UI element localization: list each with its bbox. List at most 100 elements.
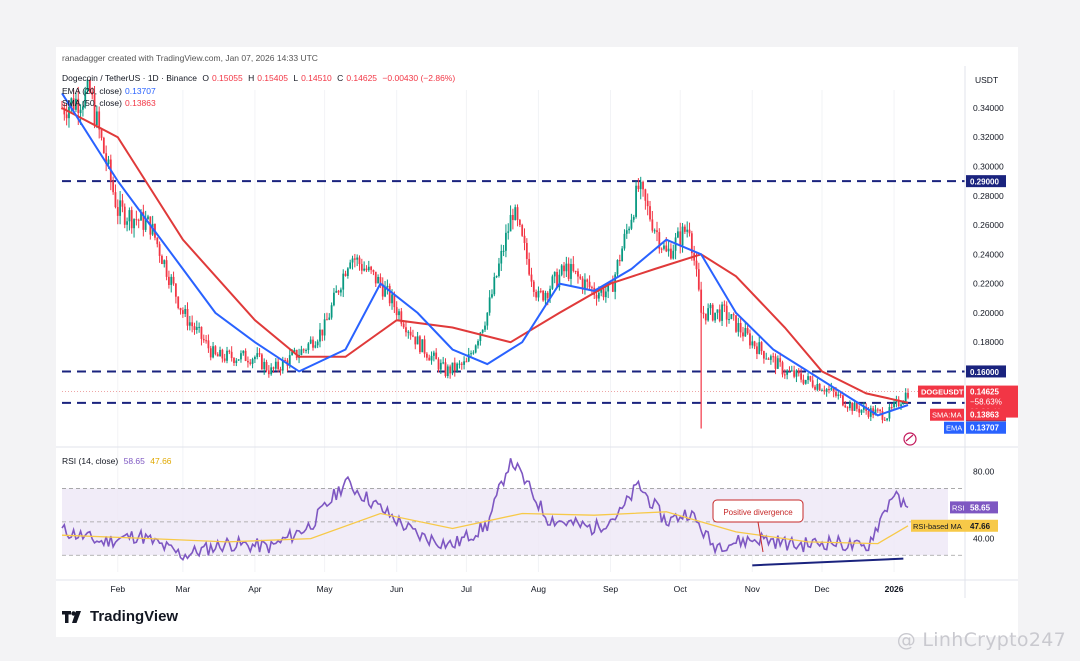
price-tick-label: 0.20000 (973, 308, 1004, 318)
candle-body (130, 210, 133, 229)
sma-line (61, 107, 909, 404)
candle-body (163, 260, 166, 265)
candle-body (816, 383, 819, 390)
time-tick-label: Nov (745, 584, 761, 594)
candle-body (509, 214, 512, 232)
candle-body (858, 408, 861, 413)
candle-body (769, 356, 772, 360)
candle-body (351, 258, 354, 263)
candle-body (112, 181, 115, 193)
candle-body (435, 352, 438, 360)
low-label: L (293, 73, 299, 83)
candle-body (749, 333, 751, 346)
ema-line (61, 92, 909, 417)
candle-body (205, 340, 207, 342)
rsi-legend[interactable]: RSI (14, close) 58.65 47.66 (62, 456, 175, 466)
candle-body (184, 308, 187, 314)
candle-body (439, 362, 442, 370)
candle-body (202, 338, 205, 341)
candle-body (328, 317, 331, 320)
alert-swirl-icon (903, 432, 917, 446)
symbol-header: Dogecoin / TetherUS · 1D · Binance O 0.15… (62, 73, 458, 83)
candle-body (70, 98, 73, 107)
candle-body (881, 410, 884, 420)
candle-body (602, 288, 605, 298)
candle-body (579, 276, 582, 279)
time-tick-label: Mar (176, 584, 191, 594)
candle-body (416, 336, 419, 345)
candle-body (753, 341, 756, 347)
candle-body (312, 339, 314, 348)
ema-legend[interactable]: EMA (20, close) 0.13707 (62, 86, 159, 96)
candle-body (867, 410, 870, 417)
candle-body (414, 336, 417, 345)
candle-body (358, 257, 361, 265)
candle-body (818, 383, 821, 391)
candle-body (883, 419, 886, 421)
candle-body (611, 281, 614, 292)
time-tick-label: Dec (814, 584, 830, 594)
candle-body (837, 394, 840, 396)
candle-body (274, 361, 277, 369)
candle-body (161, 255, 163, 265)
candle-body (604, 291, 607, 298)
candle-body (337, 290, 340, 293)
candle-body (284, 360, 287, 362)
candle-body (126, 221, 128, 225)
candle-body (493, 277, 496, 295)
candle-body (718, 309, 721, 321)
candle-body (879, 409, 882, 411)
candle-body (442, 362, 445, 364)
candle-body (690, 233, 693, 254)
candle-body (221, 349, 224, 359)
close-label: C (337, 73, 344, 83)
candle-body (288, 355, 291, 366)
symbol-price-tag-name: DOGEUSDT (921, 388, 964, 397)
candle-body (330, 305, 333, 318)
candle-body (93, 94, 96, 126)
candle-body (797, 370, 800, 374)
axes: 0.34000 0.32000 0.30000 0.28000 0.26000 0.240… (56, 66, 1018, 598)
candle-body (233, 358, 235, 364)
rsi-value-tag-label: 58.65 (970, 503, 991, 512)
candle-body (544, 292, 547, 301)
candle-body (632, 216, 635, 220)
candle-body (772, 356, 775, 358)
level-price-tag (966, 175, 1006, 188)
candle-body (563, 265, 565, 272)
candle-body (279, 369, 282, 371)
candle-body (365, 268, 368, 271)
candle-body (323, 319, 326, 336)
candle-body (681, 226, 684, 246)
candle-body (326, 319, 328, 321)
candle-body (191, 322, 194, 327)
price-tick-label: 0.34000 (973, 103, 1004, 113)
sma-legend[interactable]: SMA (50, close) 0.13863 (62, 98, 159, 108)
candle-body (172, 276, 175, 284)
price-pane (61, 79, 965, 446)
candle-body (140, 211, 142, 221)
candle-body (281, 360, 284, 371)
watermark: @ LinhCrypto247 (896, 629, 1066, 651)
candle-body (133, 219, 135, 229)
low-value: 0.14510 (301, 73, 332, 83)
candle-body (235, 360, 238, 364)
candle-body (135, 219, 138, 221)
candle-body (665, 245, 668, 252)
candle-body (679, 231, 682, 246)
candle-body (607, 282, 610, 292)
rsi-ma-line (61, 511, 909, 545)
rsi-tick-label: 80.00 (973, 467, 995, 477)
candle-body (888, 407, 891, 419)
candle-body (381, 283, 384, 297)
candle-body (349, 262, 352, 269)
tradingview-logo[interactable]: TradingView (62, 608, 178, 625)
candle-body (848, 402, 851, 409)
candle-body (121, 200, 124, 207)
candle-body (779, 358, 782, 363)
candle-body (786, 370, 789, 375)
symbol-name[interactable]: Dogecoin / TetherUS · 1D · Binance (62, 73, 197, 83)
candle-body (226, 350, 228, 361)
tradingview-logo-text: TradingView (90, 608, 179, 625)
